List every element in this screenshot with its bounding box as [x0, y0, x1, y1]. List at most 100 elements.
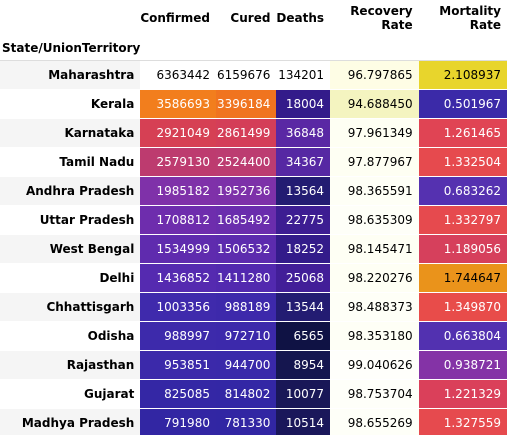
table-cell: 3396184 — [215, 89, 277, 119]
table-cell: 1685492 — [215, 205, 277, 235]
row-index-label: Chhattisgarh — [0, 292, 141, 322]
row-index-label: Uttar Pradesh — [0, 205, 141, 235]
table-row: Delhi 1436852 1411280 25068 98.220276 1.74464… — [0, 263, 507, 293]
table-cell: 25068 — [276, 263, 331, 293]
table-cell: 98.220276 — [330, 263, 419, 293]
column-header: Cured — [230, 11, 271, 25]
table-cell: 2861499 — [215, 118, 277, 148]
table-row: Maharashtra 6363442 6159676 134201 96.797865… — [0, 60, 507, 90]
table-row: Andhra Pradesh 1985182 1952736 13564 98.3655… — [0, 176, 507, 206]
table-cell: 1.332504 — [418, 147, 507, 177]
column-header: Confirmed — [140, 11, 210, 25]
table-cell: 1.744647 — [418, 263, 507, 293]
row-index-label: Kerala — [0, 89, 141, 119]
table-cell: 1.349870 — [418, 292, 507, 322]
row-index-label: Karnataka — [0, 118, 141, 148]
table-cell: 22775 — [276, 205, 331, 235]
table-row: Tamil Nadu 2579130 2524400 34367 97.877967 1.… — [0, 147, 507, 177]
table-cell: 814802 — [215, 379, 277, 409]
table-row: Kerala 3586693 3396184 18004 94.688450 0.5019… — [0, 89, 507, 119]
table-cell: 8954 — [276, 350, 331, 380]
index-header: State/UnionTerritory — [2, 41, 141, 55]
table-row: Gujarat 825085 814802 10077 98.753704 1.22132… — [0, 379, 507, 409]
table-cell: 98.753704 — [330, 379, 419, 409]
table-cell: 98.365591 — [330, 176, 419, 206]
table-cell: 2921049 — [140, 118, 216, 148]
table-cell: 10514 — [276, 408, 331, 435]
table-cell: 97.877967 — [330, 147, 419, 177]
table-cell: 98.145471 — [330, 234, 419, 264]
table-cell: 34367 — [276, 147, 331, 177]
table-cell: 94.688450 — [330, 89, 419, 119]
table-cell: 1.221329 — [418, 379, 507, 409]
table-cell: 0.501967 — [418, 89, 507, 119]
column-header-row: Confirmed Cured Deaths Recovery Rate Mor… — [0, 0, 507, 36]
table-cell: 1.261465 — [418, 118, 507, 148]
table-cell: 781330 — [215, 408, 277, 435]
table-cell: 953851 — [140, 350, 216, 380]
table-cell: 988997 — [140, 321, 216, 351]
table-cell: 10077 — [276, 379, 331, 409]
table-row: Madhya Pradesh 791980 781330 10514 98.655269… — [0, 408, 507, 435]
table-cell: 1952736 — [215, 176, 277, 206]
column-header: Deaths — [276, 11, 325, 25]
table-cell: 0.663804 — [418, 321, 507, 351]
table-cell: 98.635309 — [330, 205, 419, 235]
table-cell: 0.683262 — [418, 176, 507, 206]
table-cell: 98.655269 — [330, 408, 419, 435]
blank-header-cell — [0, 0, 140, 36]
table-cell: 1.327559 — [418, 408, 507, 435]
table-cell: 134201 — [276, 60, 331, 90]
table-cell: 1.332797 — [418, 205, 507, 235]
table-cell: 2579130 — [140, 147, 216, 177]
table-row: West Bengal 1534999 1506532 18252 98.145471 1… — [0, 234, 507, 264]
table-cell: 944700 — [215, 350, 277, 380]
table-row: Karnataka 2921049 2861499 36848 97.961349 1.2… — [0, 118, 507, 148]
table-cell: 1985182 — [140, 176, 216, 206]
table-cell: 1.189056 — [418, 234, 507, 264]
table-cell: 36848 — [276, 118, 331, 148]
table-cell: 13544 — [276, 292, 331, 322]
row-index-label: West Bengal — [0, 234, 141, 264]
table-cell: 6363442 — [140, 60, 216, 90]
table-cell: 1506532 — [215, 234, 277, 264]
table-cell: 98.488373 — [330, 292, 419, 322]
table-cell: 98.353180 — [330, 321, 419, 351]
table-row: Uttar Pradesh 1708812 1685492 22775 98.63530… — [0, 205, 507, 235]
table-cell: 99.040626 — [330, 350, 419, 380]
table-cell: 1534999 — [140, 234, 216, 264]
row-index-label: Odisha — [0, 321, 141, 351]
table-cell: 13564 — [276, 176, 331, 206]
row-index-label: Madhya Pradesh — [0, 408, 141, 435]
row-index-label: Delhi — [0, 263, 141, 293]
table-row: Odisha 988997 972710 6565 98.353180 0.663804 — [0, 321, 507, 351]
index-header-row: State/UnionTerritory — [0, 36, 507, 61]
table-cell: 2524400 — [215, 147, 277, 177]
row-index-label: Gujarat — [0, 379, 141, 409]
table-cell: 18252 — [276, 234, 331, 264]
row-index-label: Tamil Nadu — [0, 147, 141, 177]
row-index-label: Rajasthan — [0, 350, 141, 380]
table-cell: 6565 — [276, 321, 331, 351]
table-cell: 3586693 — [140, 89, 216, 119]
table-cell: 1003356 — [140, 292, 216, 322]
column-header: Mortality Rate — [439, 4, 501, 32]
table-cell: 97.961349 — [330, 118, 419, 148]
table-cell: 825085 — [140, 379, 216, 409]
table-cell: 1411280 — [215, 263, 277, 293]
table-cell: 6159676 — [215, 60, 277, 90]
table-cell: 96.797865 — [330, 60, 419, 90]
table-cell: 18004 — [276, 89, 331, 119]
table-cell: 988189 — [215, 292, 277, 322]
table-row: Chhattisgarh 1003356 988189 13544 98.488373 1… — [0, 292, 507, 322]
table-cell: 1436852 — [140, 263, 216, 293]
row-index-label: Maharashtra — [0, 60, 141, 90]
row-index-label: Andhra Pradesh — [0, 176, 141, 206]
table-cell: 791980 — [140, 408, 216, 435]
table-cell: 1708812 — [140, 205, 216, 235]
table-row: Rajasthan 953851 944700 8954 99.040626 0.9387… — [0, 350, 507, 380]
table-cell: 0.938721 — [418, 350, 507, 380]
table-cell: 2.108937 — [418, 60, 507, 90]
